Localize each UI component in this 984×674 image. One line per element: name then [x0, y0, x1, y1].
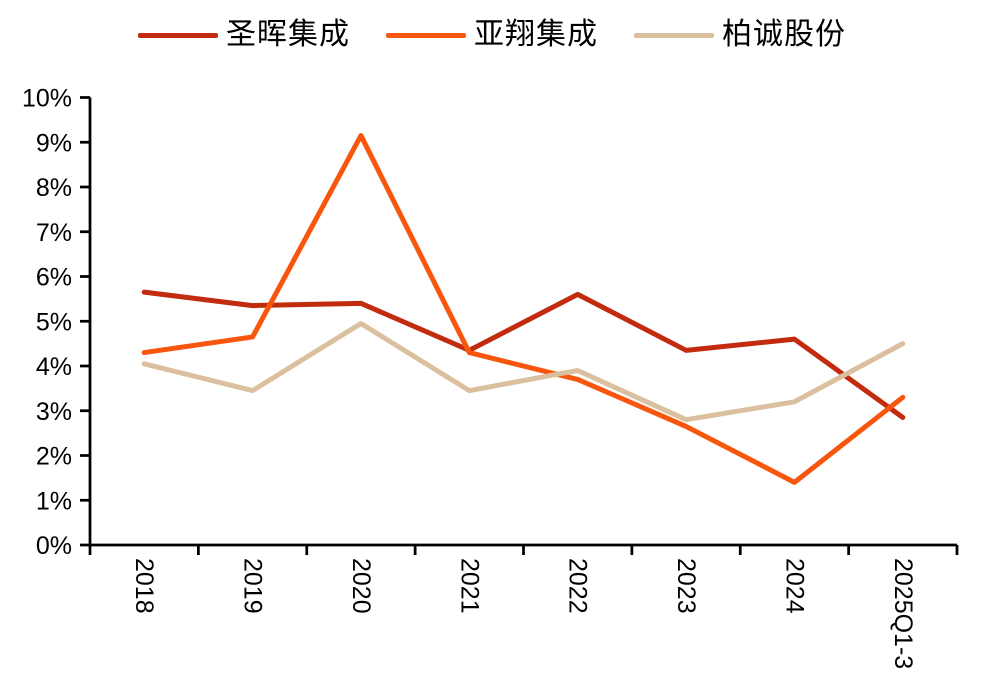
y-axis-tick-label: 4% — [36, 353, 72, 381]
x-axis-tick-label: 2022 — [564, 558, 592, 614]
x-axis-tick-label: 2025Q1-3 — [889, 558, 917, 669]
series-line-0 — [141, 289, 906, 420]
y-axis-tick-label: 6% — [36, 264, 72, 292]
legend-item-bocheng: 柏诚股份 — [634, 14, 846, 56]
y-axis-tick-label: 1% — [36, 487, 72, 515]
y-axis-tick-label: 8% — [36, 174, 72, 202]
y-axis-tick-label: 9% — [36, 129, 72, 157]
legend-line-swatch-yaxiang — [386, 32, 466, 38]
legend-label-yaxiang: 亚翔集成 — [474, 18, 598, 51]
y-axis-tick-label: 2% — [36, 443, 72, 471]
legend-label-shenghui: 圣晖集成 — [226, 18, 350, 51]
x-axis-tick-label: 2024 — [780, 558, 808, 614]
y-axis-tick-label: 0% — [36, 532, 72, 560]
y-axis-tick-label: 5% — [36, 308, 72, 336]
series-line-1 — [141, 133, 906, 485]
series-line-2 — [141, 320, 906, 423]
y-axis-tick-label: 7% — [36, 219, 72, 247]
legend-line-swatch-bocheng — [634, 32, 714, 38]
legend-line-swatch-shenghui — [138, 32, 218, 38]
x-axis-tick-label: 2019 — [239, 558, 267, 614]
legend-item-shenghui: 圣晖集成 — [138, 14, 350, 56]
x-axis-tick-label: 2020 — [347, 558, 375, 614]
legend: 圣晖集成 亚翔集成 柏诚股份 — [0, 14, 984, 56]
x-axis-tick-label: 2018 — [130, 558, 158, 614]
y-axis-tick-label: 3% — [36, 398, 72, 426]
x-axis-tick-label: 2023 — [672, 558, 700, 614]
legend-label-bocheng: 柏诚股份 — [722, 18, 846, 51]
y-axis-tick-label: 10% — [22, 85, 72, 113]
legend-item-yaxiang: 亚翔集成 — [386, 14, 598, 56]
x-axis-tick-label: 2021 — [455, 558, 483, 614]
